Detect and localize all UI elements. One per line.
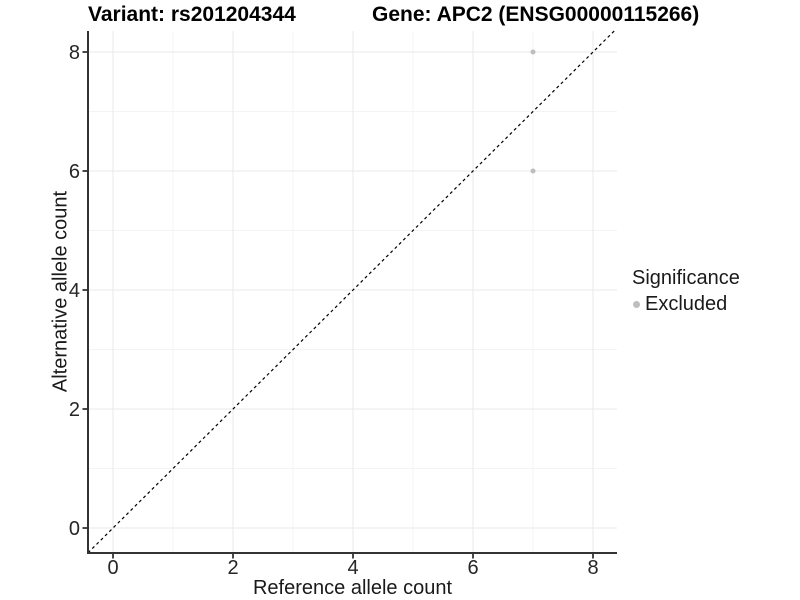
y-tick-label: 0 — [69, 518, 80, 540]
variant-title: Variant: rs201204344 — [88, 3, 296, 26]
identity-line — [87, 30, 615, 554]
x-tick-label: 2 — [227, 557, 238, 579]
y-tick-label: 6 — [69, 161, 80, 183]
y-tick-label: 8 — [69, 42, 80, 64]
y-tick-label: 4 — [69, 280, 80, 302]
y-axis-title: Alternative allele count — [49, 190, 72, 393]
x-tick-label: 8 — [587, 557, 598, 579]
legend-entry-label: Excluded — [645, 293, 728, 315]
data-point-excluded — [530, 168, 536, 174]
x-tick-label: 0 — [107, 557, 118, 579]
gene-title: Gene: APC2 (ENSG00000115266) — [372, 3, 700, 26]
data-point-excluded — [530, 49, 536, 55]
x-axis-title: Reference allele count — [252, 577, 452, 599]
excluded-point-swatch — [633, 300, 640, 308]
legend-title: Significance — [632, 267, 740, 289]
x-tick-label: 4 — [347, 557, 358, 579]
x-tick-label: 6 — [467, 557, 478, 579]
y-tick-label: 2 — [69, 399, 80, 421]
legend: Significance Excluded — [632, 266, 740, 316]
legend-entry-excluded: Excluded — [633, 292, 740, 316]
